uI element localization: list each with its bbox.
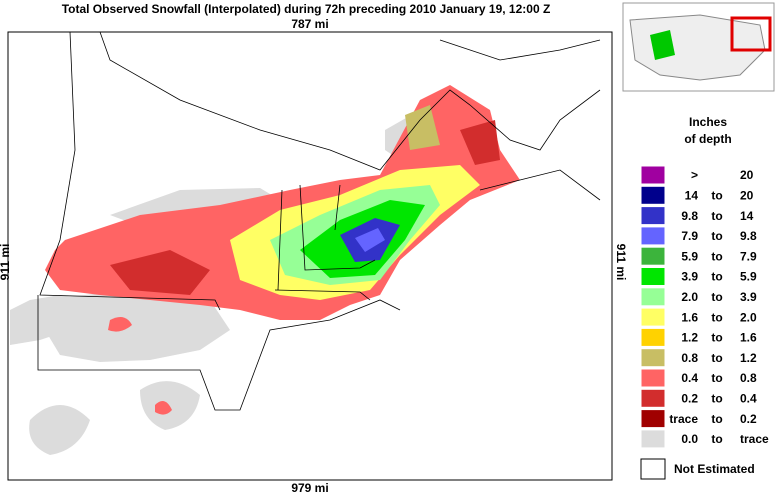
legend-from: 1.6 [681,310,698,324]
legend-not-estimated: Not Estimated [674,462,755,476]
left-scale: 911 mi [0,244,12,281]
legend-word: to [711,249,722,263]
legend-to: 0.4 [740,391,757,405]
coastline [439,39,601,201]
legend-to: 20 [740,168,754,182]
legend-swatch [640,287,666,307]
legend-to: 5.9 [740,270,757,284]
legend-to: 9.8 [740,229,757,243]
border [37,295,401,411]
legend-swatch [640,226,666,246]
legend-word: to [711,310,722,324]
legend-to: 1.6 [740,331,757,345]
inset-snow [650,30,675,60]
legend-to: 14 [740,209,754,223]
legend-word: to [711,371,722,385]
legend-to: 3.9 [740,290,757,304]
legend-to: 0.2 [740,412,757,426]
legend-from: 2.0 [681,290,698,304]
legend-swatch [640,185,666,205]
legend-from: 14 [685,188,699,202]
legend-swatch [640,267,666,286]
snow-region [405,105,440,150]
snow-region [355,228,385,252]
legend-swatch [640,368,666,388]
legend-title: of depth [684,132,731,146]
legend-to: trace [740,432,769,446]
legend-word: to [711,391,722,405]
snow-region [108,316,132,332]
legend-swatch [640,327,666,347]
legend-word: to [711,331,722,345]
legend-from: 3.9 [681,270,698,284]
legend-from: 1.2 [681,331,698,345]
legend-word: to [711,229,722,243]
legend-word: to [711,432,722,446]
bottom-scale: 979 mi [291,481,328,495]
legend-swatch [640,307,666,327]
legend-from: 9.8 [681,209,698,223]
inset-highlight [730,16,772,52]
legend-from: 7.9 [681,229,698,243]
legend-to: 20 [740,188,754,202]
right-scale: 911 mi [614,244,628,281]
legend-swatch [640,429,666,449]
top-scale: 787 mi [291,17,328,31]
legend-title: Inches [689,115,727,129]
legend-to: 1.2 [740,351,757,365]
legend-word: to [711,188,722,202]
legend-from: trace [669,412,698,426]
legend-swatch [640,165,666,185]
legend-from: 0.0 [681,432,698,446]
gray-area [29,405,90,455]
legend-from: 0.8 [681,351,698,365]
legend-from: 0.2 [681,391,698,405]
legend-swatch [640,409,666,429]
legend-to: 0.8 [740,371,757,385]
inset-map [622,2,775,92]
legend-word: to [711,290,722,304]
title: Total Observed Snowfall (Interpolated) d… [62,2,551,16]
snow-region [110,250,210,295]
legend-swatch [640,388,666,408]
legend-word: to [711,209,722,223]
legend-word: to [711,412,722,426]
legend-from: 0.4 [681,371,698,385]
legend-swatch [640,458,666,480]
legend-to: 7.9 [740,249,757,263]
legend-from: 5.9 [681,249,698,263]
coastline [99,31,601,171]
legend: >20 14 to 20 9.8 to 14 7.9 to 9.8 5.9 to 7.9 3.9 to 5.9… [640,165,769,480]
gray-area [40,290,230,362]
snow-region [155,401,172,415]
state-border [274,184,376,301]
border [39,31,221,311]
legend-swatch [640,206,666,226]
legend-word: to [711,351,722,365]
legend-swatch [640,348,666,368]
legend-word: to [711,270,722,284]
snow-region [460,120,500,165]
legend-from: > [691,168,698,182]
map [7,31,613,481]
legend-to: 2.0 [740,310,757,324]
legend-swatch [640,246,666,266]
gray-area [140,381,200,430]
